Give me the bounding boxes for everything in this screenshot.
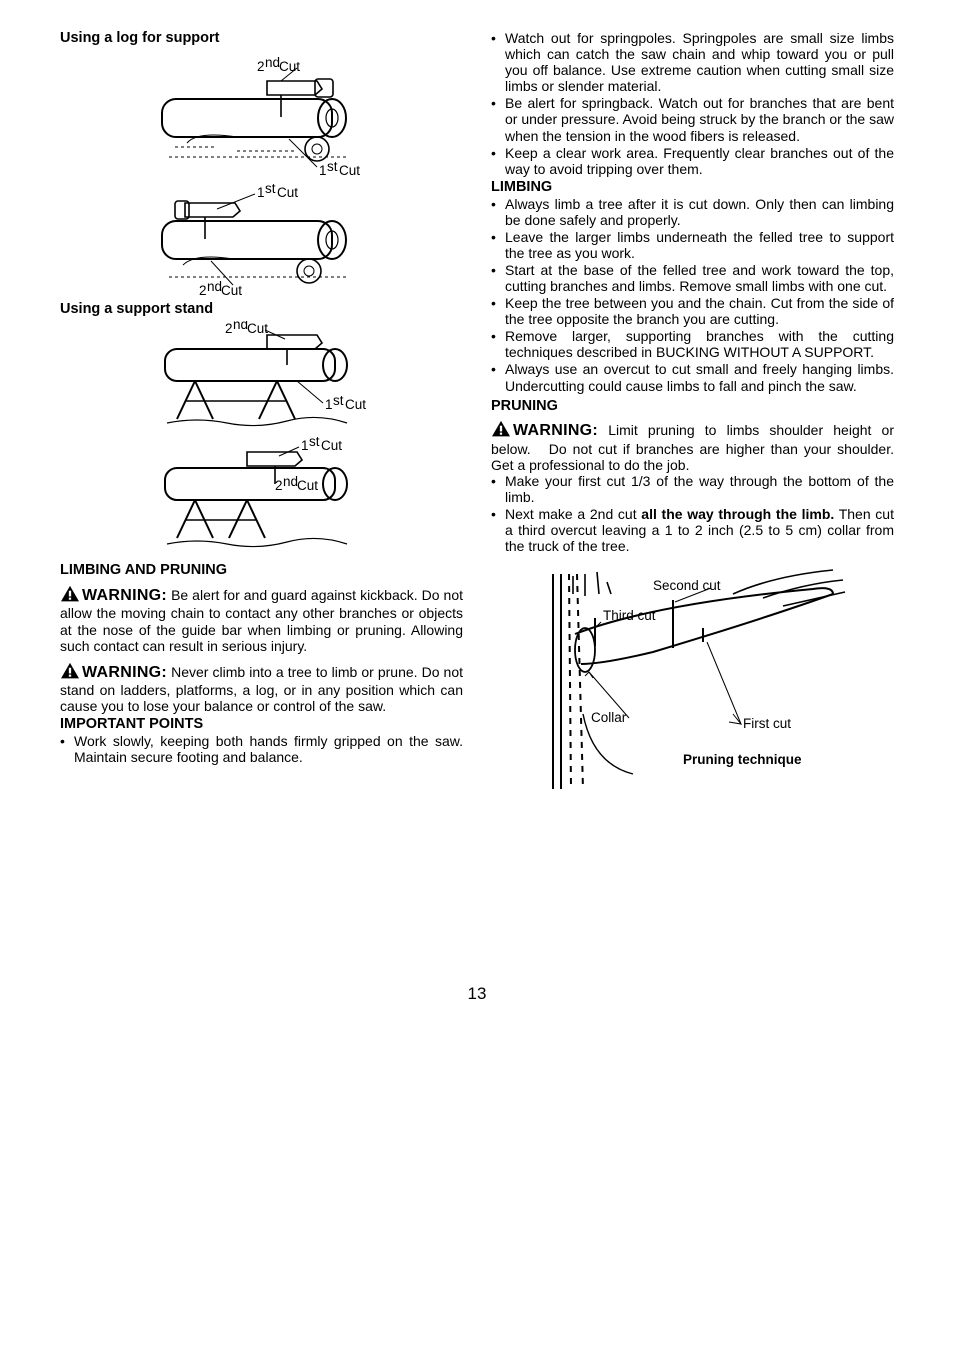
warning-kickback: WARNING: Be alert for and guard against … bbox=[60, 585, 463, 654]
label-collar: Collar bbox=[591, 710, 627, 725]
svg-text:2: 2 bbox=[275, 478, 283, 493]
stand-figure-b-svg: 1st Cut 2nd Cut bbox=[147, 436, 377, 556]
figure-log-b: 1st Cut 2nd Cut bbox=[60, 181, 463, 301]
warning-climb: WARNING: Never climb into a tree to limb… bbox=[60, 662, 463, 715]
svg-text:2: 2 bbox=[257, 59, 265, 74]
figure-log-a: 2nd Cut 1st Cut bbox=[60, 51, 463, 181]
svg-text:Cut: Cut bbox=[339, 163, 360, 178]
figure-stand-b: 1st Cut 2nd Cut bbox=[60, 436, 463, 556]
svg-text:Cut: Cut bbox=[277, 185, 298, 200]
page-number: 13 bbox=[60, 984, 894, 1004]
heading-important-points: IMPORTANT POINTS bbox=[60, 716, 463, 733]
two-column-layout: Using a log for support bbox=[60, 30, 894, 804]
caption-pruning-technique: Pruning technique bbox=[683, 752, 802, 767]
list-item: Always limb a tree after it is cut down.… bbox=[491, 196, 894, 228]
log-figure-a-svg: 2nd Cut 1st Cut bbox=[147, 51, 377, 181]
svg-text:st: st bbox=[327, 159, 338, 174]
stand-figure-a-svg: 2nd Cut 1st Cut bbox=[147, 321, 377, 436]
pruning-bullets: Make your first cut 1/3 of the way throu… bbox=[491, 473, 894, 554]
svg-text:Cut: Cut bbox=[321, 438, 342, 453]
warning-label-2: WARNING: bbox=[82, 664, 167, 681]
svg-text:Cut: Cut bbox=[247, 321, 268, 336]
list-item: Watch out for springpoles. Springpoles a… bbox=[491, 30, 894, 94]
svg-text:2: 2 bbox=[225, 321, 233, 336]
left-column: Using a log for support bbox=[60, 30, 463, 804]
list-item: Leave the larger limbs underneath the fe… bbox=[491, 229, 894, 261]
list-item: Keep the tree between you and the chain.… bbox=[491, 295, 894, 327]
log-figure-b-svg: 1st Cut 2nd Cut bbox=[147, 181, 377, 301]
figure-stand-a: 2nd Cut 1st Cut bbox=[60, 321, 463, 436]
list-item: Work slowly, keeping both hands firmly g… bbox=[60, 733, 463, 765]
list-item: Always use an overcut to cut small and f… bbox=[491, 361, 894, 393]
heading-limbing-pruning: LIMBING AND PRUNING bbox=[60, 562, 463, 579]
svg-text:Cut: Cut bbox=[345, 397, 366, 412]
label-second-cut: Second cut bbox=[653, 578, 721, 593]
list-item: Start at the base of the felled tree and… bbox=[491, 262, 894, 294]
svg-text:nd: nd bbox=[283, 474, 298, 489]
svg-text:1: 1 bbox=[257, 185, 265, 200]
list-item: Remove larger, supporting branches with … bbox=[491, 328, 894, 360]
heading-limbing: LIMBING bbox=[491, 179, 894, 196]
svg-text:st: st bbox=[309, 436, 320, 449]
warning-text-3b: Do not cut if branches are higher than y… bbox=[491, 441, 894, 473]
title-using-log: Using a log for support bbox=[60, 30, 463, 47]
svg-text:1: 1 bbox=[301, 438, 309, 453]
warning-label-1: WARNING: bbox=[82, 587, 167, 604]
label-first-cut: First cut bbox=[743, 716, 791, 731]
list-item: Next make a 2nd cut all the way through … bbox=[491, 506, 894, 554]
pruning-figure-svg: Second cut Third cut Collar First cut Pr… bbox=[533, 564, 853, 804]
right-column: Watch out for springpoles. Springpoles a… bbox=[491, 30, 894, 804]
title-using-stand: Using a support stand bbox=[60, 301, 463, 318]
svg-text:2: 2 bbox=[199, 283, 207, 298]
warning-pruning: WARNING: Limit pruning to limbs shoulder… bbox=[491, 420, 894, 473]
svg-text:nd: nd bbox=[207, 279, 222, 294]
svg-text:st: st bbox=[333, 393, 344, 408]
list-item: Be alert for springback. Watch out for b… bbox=[491, 95, 894, 143]
svg-text:1: 1 bbox=[325, 397, 333, 412]
warning-label-3: WARNING: bbox=[513, 422, 598, 439]
list-item: Keep a clear work area. Frequently clear… bbox=[491, 145, 894, 177]
pruning-b2b: all the way through the limb. bbox=[641, 506, 834, 522]
warning-icon bbox=[60, 662, 80, 680]
svg-text:Cut: Cut bbox=[279, 59, 300, 74]
svg-text:nd: nd bbox=[265, 55, 280, 70]
heading-pruning: PRUNING bbox=[491, 398, 894, 415]
list-item: Make your first cut 1/3 of the way throu… bbox=[491, 473, 894, 505]
pruning-b2a: Next make a 2nd cut bbox=[505, 506, 641, 522]
svg-text:1: 1 bbox=[319, 163, 327, 178]
limbing-bullets: Always limb a tree after it is cut down.… bbox=[491, 196, 894, 394]
svg-text:st: st bbox=[265, 181, 276, 196]
label-third-cut: Third cut bbox=[603, 608, 656, 623]
svg-text:Cut: Cut bbox=[297, 478, 318, 493]
warning-icon bbox=[491, 420, 511, 438]
svg-text:nd: nd bbox=[233, 321, 248, 332]
figure-pruning: Second cut Third cut Collar First cut Pr… bbox=[491, 564, 894, 804]
important-points-list: Work slowly, keeping both hands firmly g… bbox=[60, 733, 463, 765]
warning-icon bbox=[60, 585, 80, 603]
top-bullets: Watch out for springpoles. Springpoles a… bbox=[491, 30, 894, 177]
svg-text:Cut: Cut bbox=[221, 283, 242, 298]
